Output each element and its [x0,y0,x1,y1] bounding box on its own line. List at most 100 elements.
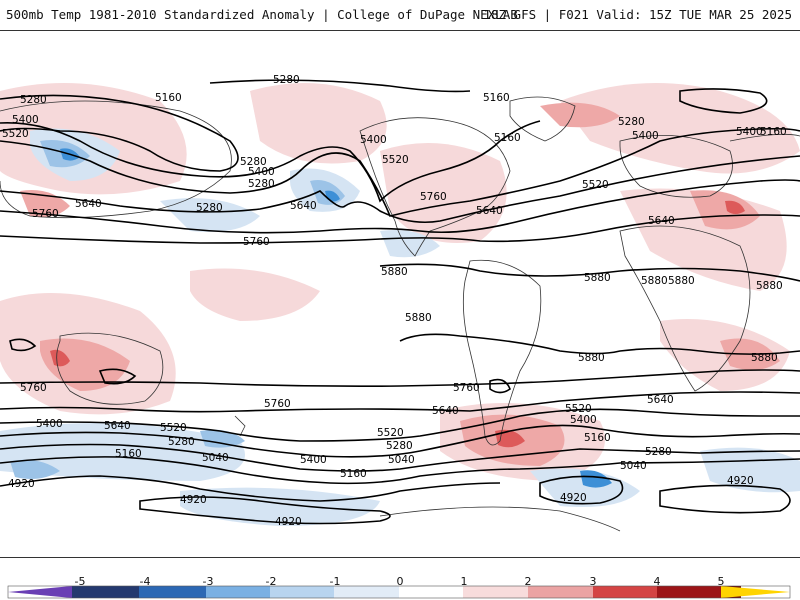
height-contours [0,79,800,525]
colorbar-segment [206,586,270,598]
contour-label: 5640 [75,198,102,210]
contour-label: 5760 [264,398,291,410]
model-run-info: 18Z GFS | F021 Valid: 15Z TUE MAR 25 202… [483,7,792,22]
contour-label: 5160 [483,92,510,104]
contour-label: 5880 [641,275,668,287]
contour-label: 5280 [240,156,267,168]
contour-label: 5760 [420,191,447,203]
contour-label: 5280 [20,94,47,106]
contour-label: 5640 [432,405,459,417]
contour-label: 5760 [243,236,270,248]
contour-line [0,424,800,458]
contour-label: 5880 [381,266,408,278]
contour-label: 5160 [584,432,611,444]
contour-label: 5760 [32,208,59,220]
contour-label: 5520 [382,154,409,166]
colorbar-segment [72,586,139,598]
cold-anomaly-area [580,470,612,488]
colorbar-tick-label: 5 [717,575,725,588]
warm-anomaly-area [50,349,70,367]
contour-label: 5400 [12,114,39,126]
contour-label: 5640 [104,420,131,432]
contour-label: 5040 [620,460,647,472]
contour-line [9,338,37,352]
colorbar-left-triangle [8,586,72,598]
contour-line [659,484,791,514]
contour-line [0,120,541,203]
contour-label: 5640 [647,394,674,406]
contour-line [679,88,768,114]
contour-label: 4920 [8,478,35,490]
warm-anomaly-area [495,429,525,448]
south-america-outline [462,259,542,446]
contour-label: 5400 [632,130,659,142]
contour-label: 5160 [115,448,142,460]
australia-outline [56,332,164,405]
colorbar-segment [657,586,721,598]
contour-labels: 5280 5160 5280 5400 5520 5160 5160 5280 … [2,74,787,528]
asia-outline-east [729,133,800,142]
contour-line [209,79,471,93]
warm-anomaly-area [540,102,620,128]
warm-anomaly-area [380,143,507,243]
contour-label: 4920 [727,475,754,487]
contour-label: 5520 [377,427,404,439]
contour-label: 5160 [155,92,182,104]
cold-anomaly-area [10,459,60,479]
contour-line [0,94,239,172]
colorbar-segment [334,586,399,598]
colorbar-tick-label: -4 [139,575,151,588]
north-america-outline [359,117,511,257]
contour-line [489,378,511,394]
warm-anomaly-area [40,338,130,391]
europe-outline [619,134,733,198]
contour-label: 5880 [405,312,432,324]
contour-line [0,408,800,442]
contour-label: 5640 [290,200,317,212]
contour-label: 5280 [645,446,672,458]
contour-label: 5520 [565,403,592,415]
colorbar-tick-label: -2 [265,575,277,588]
map-canvas: 5280 5160 5280 5400 5520 5160 5160 5280 … [0,74,800,532]
contour-label: 4920 [180,494,207,506]
contour-line [0,369,800,387]
coastlines [0,96,800,532]
anomaly-map[interactable]: 5280 5160 5280 5400 5520 5160 5160 5280 … [0,30,800,558]
contour-label: 5880 [668,275,695,287]
cold-anomaly-area [380,230,440,258]
asia-outline [0,100,232,219]
contour-label: 5400 [736,126,763,138]
colorbar-tick-label: -1 [329,575,341,588]
contour-label: 5280 [248,178,275,190]
contour-line [0,179,800,234]
contour-label: 5280 [386,440,413,452]
warm-anomaly-area [725,200,745,214]
contour-label: 5400 [300,454,327,466]
warm-anomaly-area [250,83,387,164]
contour-line [0,155,800,224]
header: 500mb Temp 1981-2010 Standardized Anomal… [0,0,800,30]
colorbar-tick-label: -3 [202,575,214,588]
colorbar-segment [399,586,463,598]
contour-label: 5640 [648,215,675,227]
contour-label: 5880 [756,280,783,292]
colorbar-tick-label: 0 [396,575,404,588]
contour-line [0,391,800,413]
map-title: 500mb Temp 1981-2010 Standardized Anomal… [6,7,518,22]
colorbar-tick-label: 3 [589,575,597,588]
contour-label: 5640 [476,205,503,217]
cold-anomaly-area [700,447,800,493]
colorbar-tick-label: 4 [653,575,661,588]
contour-line [0,214,800,244]
contour-line [0,475,501,502]
contour-label: 5400 [570,414,597,426]
contour-line [399,333,800,355]
new-zealand-outline [234,415,246,437]
contour-label: 5160 [494,132,521,144]
cold-anomaly-area [160,198,260,232]
contour-label: 5520 [2,128,29,140]
contour-line [0,456,800,485]
contour-label: 5160 [760,126,787,138]
contour-label: 4920 [560,492,587,504]
colorbar-tick-label: 2 [524,575,532,588]
